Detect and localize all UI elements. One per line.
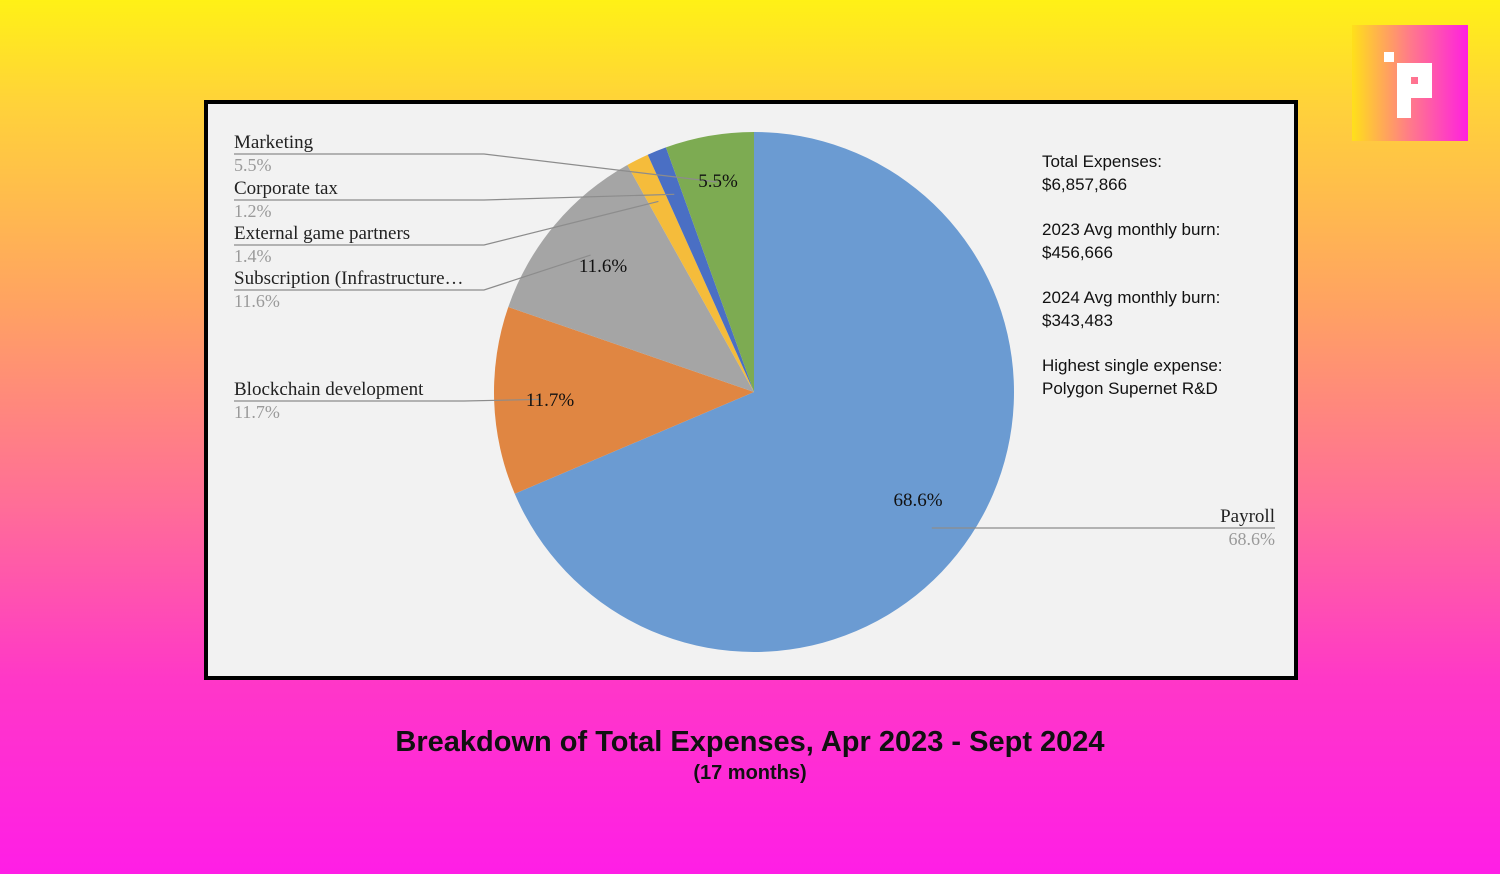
leader-line	[234, 193, 675, 201]
stat-total-expenses: Total Expenses: $6,857,866	[1042, 150, 1282, 196]
leader-line	[234, 153, 718, 183]
pie-slice-corporate-tax	[647, 147, 754, 392]
stat-value: $343,483	[1042, 311, 1113, 330]
slice-value-label: 68.6%	[893, 490, 942, 511]
leader-line	[234, 200, 659, 246]
legend-percent: 11.6%	[234, 291, 280, 311]
legend-percent: 11.7%	[234, 402, 280, 422]
summary-stats: Total Expenses: $6,857,866 2023 Avg mont…	[1042, 150, 1282, 422]
legend-percent: 1.4%	[234, 246, 272, 266]
stat-value: $6,857,866	[1042, 175, 1128, 194]
legend-percent: 68.6%	[1229, 529, 1276, 549]
legend-label-marketing: Marketing	[234, 132, 314, 153]
pie-slice-subscription-infrastructure	[508, 164, 754, 392]
slice-value-label: 11.6%	[579, 256, 628, 277]
pie-slice-blockchain-development	[493, 307, 754, 494]
stat-label: 2023 Avg monthly burn:	[1042, 220, 1221, 239]
leader-line	[234, 254, 591, 291]
slice-value-label: 11.7%	[526, 390, 575, 411]
chart-subtitle: (17 months)	[693, 762, 807, 784]
chart-title: Breakdown of Total Expenses, Apr 2023 - …	[395, 726, 1105, 758]
chart-panel: 68.6% Payroll 68.6% 11.7% Blockchain develop…	[204, 100, 1298, 680]
pie-slice-payroll	[514, 132, 1014, 653]
leader-line	[234, 398, 541, 402]
legend-label-subscription-infrastructure: Subscription (Infrastructure…	[234, 268, 464, 289]
stat-2023-burn: 2023 Avg monthly burn: $456,666	[1042, 218, 1282, 264]
stat-value: Polygon Supernet R&D	[1042, 379, 1218, 398]
slice-value-label: 5.5%	[698, 171, 738, 192]
pie-slice-external-game-partners	[627, 154, 754, 392]
stat-label: Total Expenses:	[1042, 152, 1163, 171]
stat-value: $456,666	[1042, 243, 1113, 262]
legend-label-payroll: Payroll	[1220, 506, 1275, 527]
stat-2024-burn: 2024 Avg monthly burn: $343,483	[1042, 286, 1282, 332]
legend-percent: 5.5%	[234, 155, 272, 175]
legend-percent: 1.2%	[234, 201, 272, 221]
legend-label-corporate-tax: Corporate tax	[234, 178, 338, 199]
brand-logo	[1352, 25, 1468, 141]
pie-slice-marketing	[665, 132, 754, 392]
stat-label: Highest single expense:	[1042, 356, 1223, 375]
p-logo-icon	[1384, 52, 1432, 118]
legend-label-blockchain-development: Blockchain development	[234, 379, 424, 400]
stat-highest-expense: Highest single expense: Polygon Supernet…	[1042, 354, 1282, 400]
stat-label: 2024 Avg monthly burn:	[1042, 288, 1221, 307]
legend-label-external-game-partners: External game partners	[234, 223, 410, 244]
